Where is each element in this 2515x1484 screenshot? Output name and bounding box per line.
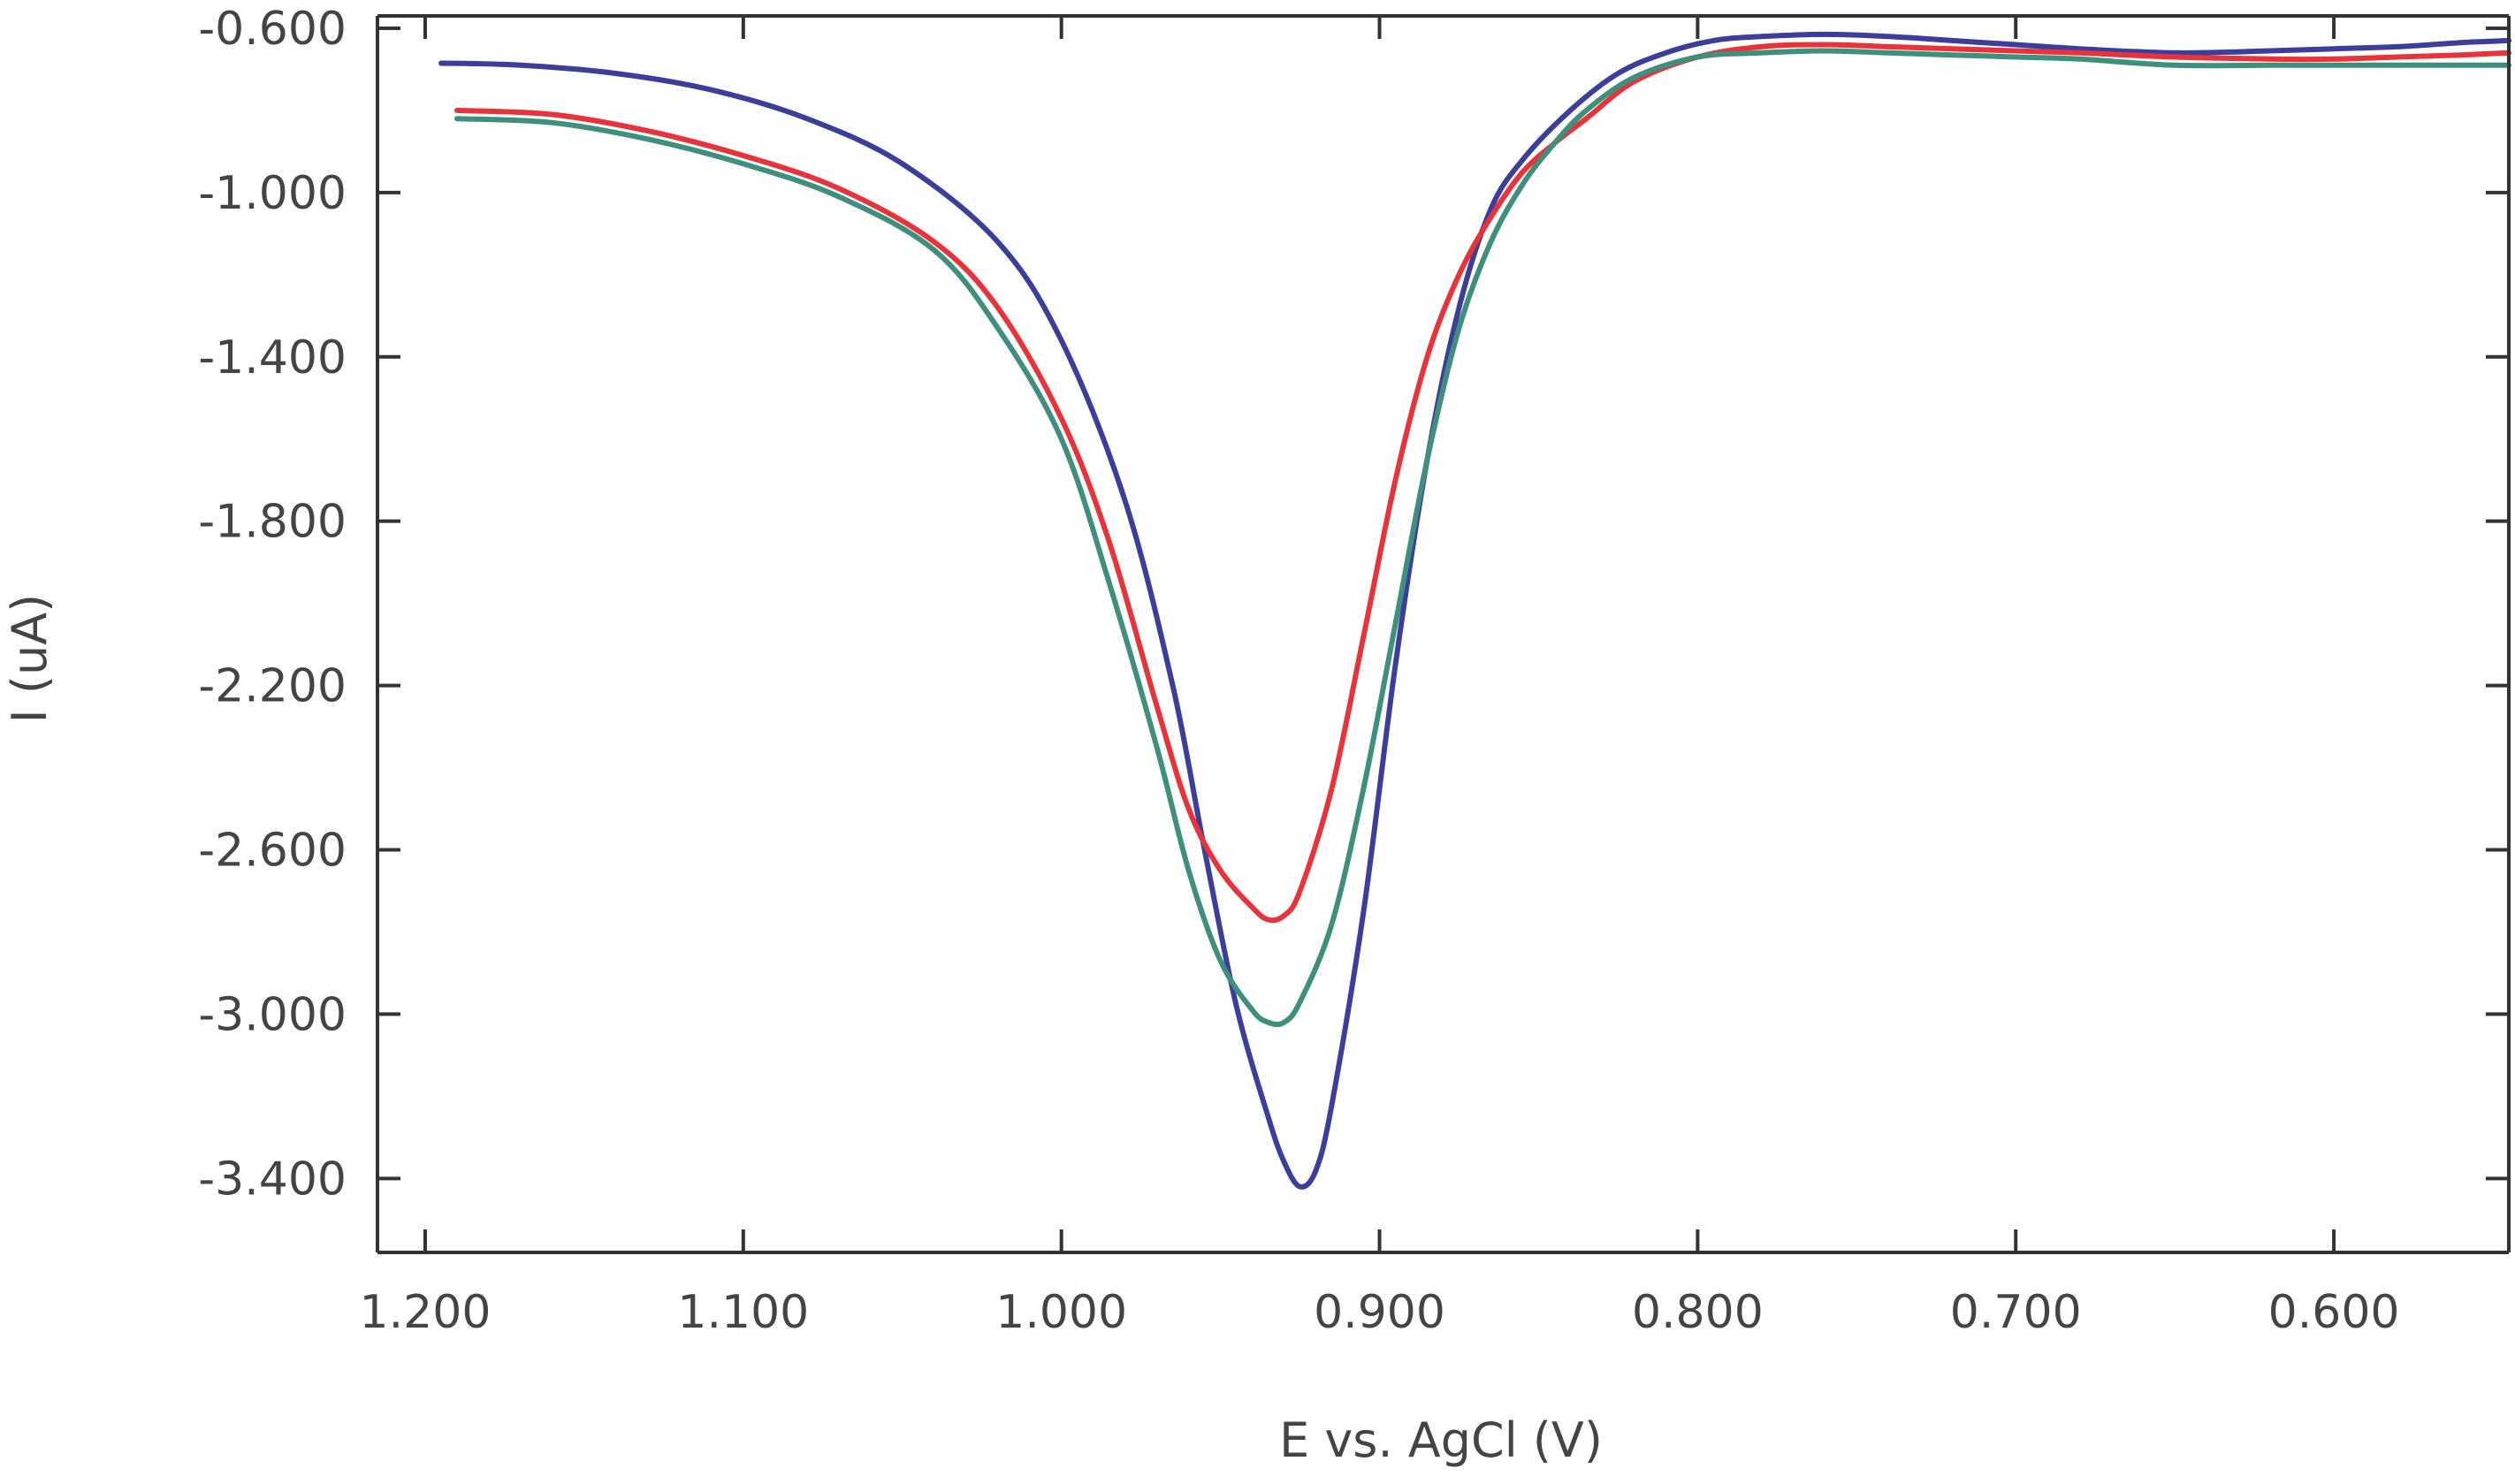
y-tick-label: -1.800: [198, 496, 347, 549]
y-tick-label: -3.000: [198, 988, 347, 1041]
axes-group: [376, 14, 2511, 1254]
y-axis-title: I (uA): [2, 594, 57, 723]
series-line-red: [454, 42, 2511, 924]
ticks-group: 1.200 1.100 1.000 0.900 0.800 0.700 0.600 -0.60…: [198, 3, 2509, 1339]
y-tick-label: -2.600: [198, 825, 347, 878]
series-line-blue: [438, 31, 2511, 1190]
x-tick-label: 1.200: [360, 1286, 492, 1339]
y-tick-label: -3.400: [198, 1153, 347, 1206]
x-tick-label: 0.900: [1314, 1286, 1445, 1339]
x-tick-label: 1.000: [995, 1286, 1127, 1339]
y-tick-label: -1.400: [198, 331, 347, 384]
x-tick-label: 1.100: [677, 1286, 809, 1339]
x-tick-label: 0.600: [2268, 1286, 2400, 1339]
series-group: [438, 31, 2511, 1190]
y-tick-label: -2.200: [198, 660, 347, 713]
x-axis-title: E vs. AgCl (V): [1279, 1412, 1603, 1468]
y-tick-label: -0.600: [198, 3, 347, 56]
x-tick-label: 0.800: [1632, 1286, 1764, 1339]
y-tick-label: -1.000: [198, 167, 347, 220]
x-tick-label: 0.700: [1950, 1286, 2082, 1339]
series-line-teal: [454, 48, 2511, 1028]
